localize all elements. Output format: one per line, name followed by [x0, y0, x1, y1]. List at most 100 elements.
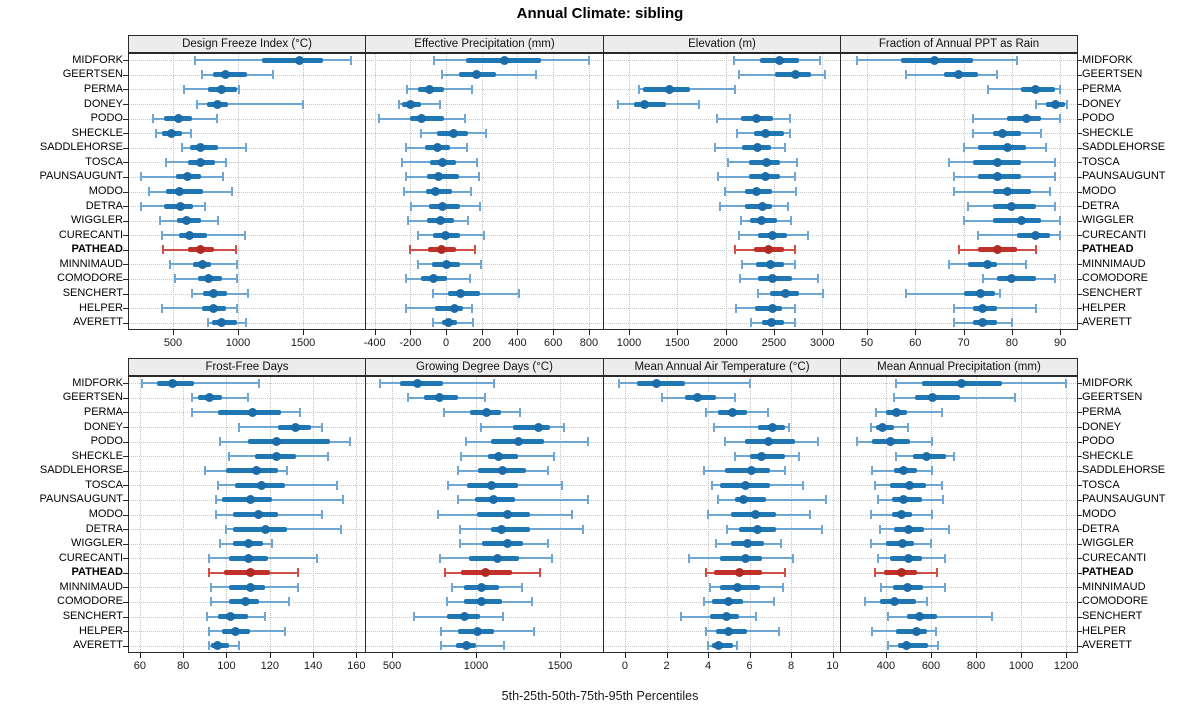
gridline-horizontal: [841, 587, 1076, 589]
percentile-marker-pathead-cap-5th: [733, 245, 736, 255]
axis-tick-label: 600: [921, 660, 941, 672]
percentile-marker-doney-median: [405, 99, 415, 109]
percentile-marker-perma-median: [481, 407, 491, 417]
percentile-marker-midfork-median: [930, 55, 940, 65]
percentile-marker-senchert-cap-5th: [412, 612, 415, 622]
percentile-marker-saddlehorse-cap-5th: [404, 143, 407, 153]
gridline-horizontal: [129, 176, 364, 178]
percentile-marker-curecanti-median: [493, 553, 503, 563]
percentile-marker-geertsen-median: [693, 393, 703, 403]
station-row-tick-left: [123, 456, 128, 458]
percentile-marker-sheckle-cap-95th: [798, 451, 801, 461]
percentile-marker-paunsaugunt-median: [760, 172, 770, 182]
percentile-marker-podo-cap-95th: [463, 114, 466, 124]
gridline-horizontal: [604, 133, 839, 135]
gridline-horizontal: [604, 60, 839, 62]
gridline-horizontal: [366, 176, 602, 178]
gridline-horizontal: [129, 249, 364, 251]
axis-tick-label: 500: [163, 337, 183, 349]
percentile-marker-helper-cap-95th: [532, 626, 535, 636]
percentile-marker-tosca-cap-5th: [164, 157, 167, 167]
station-label-left: MINNIMAUD: [59, 257, 123, 270]
percentile-marker-senchert-range: [905, 292, 1000, 295]
axis-tick: [476, 653, 478, 658]
percentile-marker-saddlehorse-cap-5th: [181, 143, 184, 153]
station-row-tick-right: [1077, 645, 1082, 647]
axis-tick-label: 1500: [665, 337, 690, 349]
percentile-marker-saddlehorse-median: [752, 143, 762, 153]
percentile-marker-wiggler-cap-5th: [870, 539, 873, 549]
station-row-tick-left: [123, 514, 128, 516]
percentile-marker-minnimaud-median: [245, 582, 255, 592]
percentile-marker-perma-median: [247, 407, 257, 417]
percentile-marker-comodore-cap-95th: [288, 597, 291, 607]
axis-tick: [560, 653, 561, 658]
percentile-marker-senchert-cap-5th: [904, 289, 907, 299]
percentile-marker-helper-median: [208, 303, 218, 313]
percentile-marker-modo-cap-5th: [437, 510, 440, 519]
percentile-marker-helper-median: [230, 626, 240, 636]
percentile-marker-perma-cap-95th: [733, 84, 736, 94]
percentile-marker-geertsen-cap-95th: [996, 70, 999, 80]
percentile-marker-curecanti-cap-5th: [208, 553, 211, 563]
gridline-horizontal: [841, 441, 1076, 443]
station-label-right: DONEY: [1082, 97, 1122, 110]
percentile-marker-minnimaud-median: [983, 259, 993, 269]
gridline-horizontal: [366, 89, 602, 91]
axis-tick: [1060, 330, 1062, 335]
percentile-marker-perma-median: [216, 84, 226, 94]
percentile-marker-pathead-cap-5th: [409, 245, 412, 255]
axis-tick-label: 90: [1053, 337, 1067, 349]
axis-tick: [749, 653, 751, 658]
percentile-marker-doney-median: [1050, 99, 1060, 109]
percentile-marker-pathead-median: [480, 568, 490, 578]
percentile-marker-doney-cap-95th: [787, 422, 790, 432]
percentile-marker-saddlehorse-median: [252, 466, 262, 476]
percentile-marker-geertsen-cap-5th: [904, 70, 907, 80]
axis-tick-label: 6: [746, 660, 753, 672]
axis-tick-label: 800: [579, 337, 599, 349]
percentile-marker-pathead-median: [437, 245, 447, 255]
gridline-horizontal: [366, 162, 602, 164]
percentile-marker-podo-cap-5th: [151, 114, 154, 124]
percentile-marker-tosca-median: [437, 157, 447, 167]
percentile-marker-wiggler-cap-5th: [740, 216, 743, 226]
gridline-horizontal: [366, 206, 602, 208]
station-row-tick-right: [1077, 427, 1082, 429]
station-label-left: SADDLEHORSE: [39, 141, 123, 154]
gridline-horizontal: [604, 264, 839, 266]
percentile-marker-sheckle-cap-5th: [733, 451, 736, 461]
percentile-marker-wiggler-cap-5th: [406, 216, 409, 226]
percentile-marker-podo-median: [417, 114, 427, 124]
percentile-marker-averett-cap-5th: [439, 641, 442, 651]
axis-tick: [226, 653, 228, 658]
station-row-tick-right: [1077, 176, 1082, 178]
station-row-tick-left: [123, 412, 128, 414]
percentile-marker-detra-cap-5th: [967, 201, 970, 211]
percentile-marker-pathead-cap-95th: [538, 568, 541, 578]
axis-tick: [1066, 653, 1068, 658]
station-label-right: COMODORE: [1082, 595, 1148, 608]
percentile-marker-curecanti-median: [903, 553, 913, 563]
percentile-marker-modo-cap-95th: [320, 510, 323, 519]
percentile-marker-helper-cap-5th: [160, 303, 163, 313]
percentile-marker-minnimaud-cap-95th: [235, 259, 238, 269]
axis-tick: [915, 330, 917, 335]
percentile-marker-perma-range: [875, 411, 943, 414]
station-label-left: PERMA: [83, 405, 123, 418]
station-label-left: MODO: [88, 185, 123, 197]
station-label-left: DETRA: [85, 199, 123, 212]
station-row-tick-right: [1077, 322, 1082, 324]
percentile-marker-perma-cap-95th: [470, 84, 473, 94]
axis-caption: 5th-25th-50th-75th-95th Percentiles: [501, 689, 699, 703]
percentile-marker-wiggler-cap-95th: [1059, 216, 1062, 226]
percentile-marker-geertsen-cap-95th: [535, 70, 538, 80]
percentile-marker-doney-cap-5th: [713, 422, 716, 432]
percentile-marker-saddlehorse-median: [747, 466, 757, 476]
percentile-marker-saddlehorse-median: [899, 466, 909, 476]
percentile-marker-helper-iqr: [896, 628, 927, 634]
percentile-marker-comodore-cap-5th: [981, 274, 984, 284]
percentile-marker-podo-median: [885, 437, 895, 447]
station-row-tick-left: [123, 572, 128, 574]
station-row-tick-left: [123, 616, 128, 618]
